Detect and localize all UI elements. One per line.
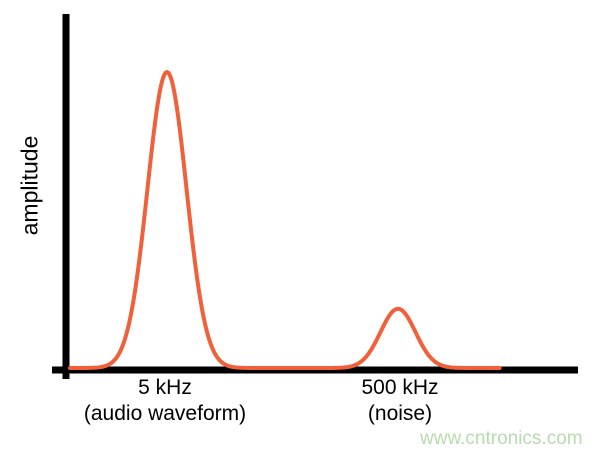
watermark-text: www.cntronics.com bbox=[420, 428, 583, 449]
x-axis-label-caption-noise: (noise) bbox=[367, 402, 433, 425]
x-axis-label-caption-audio: (audio waveform) bbox=[83, 402, 247, 425]
x-axis-label-group-noise: 500 kHz (noise) bbox=[310, 375, 490, 427]
x-axis-label-frequency-audio: 5 kHz bbox=[138, 376, 192, 399]
x-axis-label-group-audio: 5 kHz (audio waveform) bbox=[45, 375, 285, 427]
spectrum-curve bbox=[68, 70, 502, 370]
x-axis-label-frequency-noise: 500 kHz bbox=[361, 376, 439, 399]
